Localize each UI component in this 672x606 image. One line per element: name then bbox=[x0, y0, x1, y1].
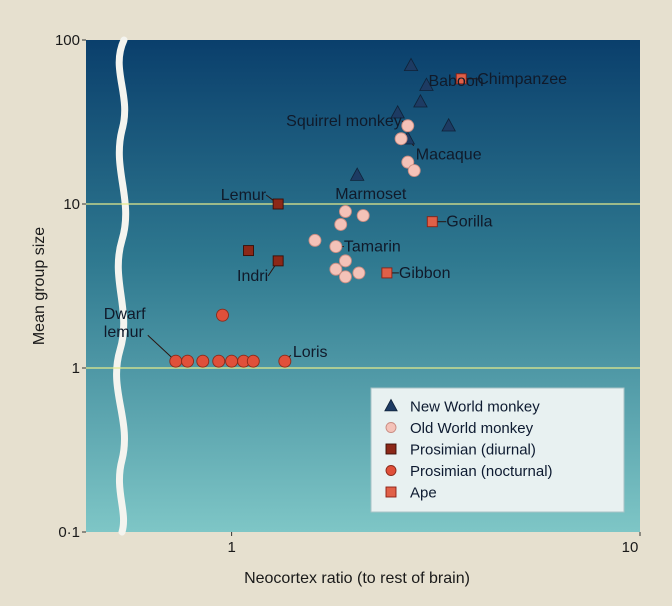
annotation-label: Indri bbox=[237, 268, 268, 285]
y-tick-label: 10 bbox=[63, 196, 80, 213]
data-point bbox=[246, 354, 260, 368]
annotation-label: Squirrel monkey bbox=[286, 113, 402, 130]
data-point bbox=[441, 117, 456, 132]
legend-label: New World monkey bbox=[410, 399, 540, 416]
data-point bbox=[339, 205, 352, 218]
data-point bbox=[381, 267, 393, 279]
y-tick-label: 100 bbox=[55, 32, 80, 49]
data-point bbox=[329, 240, 343, 254]
data-point bbox=[169, 354, 183, 368]
annotation-label: Marmoset bbox=[335, 186, 407, 203]
data-point bbox=[272, 198, 284, 210]
legend-marker bbox=[385, 486, 397, 498]
gridlines bbox=[86, 203, 640, 369]
annotation-label: Baboon bbox=[428, 73, 483, 90]
axis-break-wave bbox=[113, 36, 130, 536]
x-tick-label: 1 bbox=[227, 539, 235, 556]
y-tick-label: 1 bbox=[72, 360, 80, 377]
legend: New World monkey Old World monkey Prosimia… bbox=[370, 387, 625, 513]
legend-box bbox=[370, 387, 625, 513]
data-point bbox=[390, 104, 405, 119]
y-tick-label: 0·1 bbox=[58, 524, 80, 541]
data-point bbox=[407, 164, 421, 177]
data-point bbox=[419, 77, 434, 91]
annotation-label: Dwarf bbox=[104, 306, 146, 323]
data-point bbox=[394, 132, 408, 146]
annotation-label: Tamarin bbox=[344, 239, 401, 256]
data-point bbox=[308, 233, 322, 247]
data-point bbox=[413, 93, 428, 108]
legend-marker bbox=[385, 443, 397, 455]
data-point bbox=[196, 354, 210, 368]
annotation-label: Gorilla bbox=[446, 214, 492, 231]
data-point bbox=[401, 119, 415, 133]
data-point bbox=[181, 354, 194, 368]
annotation-label: Chimpanzee bbox=[477, 71, 567, 88]
legend-marker bbox=[384, 398, 398, 412]
data-point bbox=[216, 308, 229, 322]
annotation-label: Lemur bbox=[221, 187, 267, 204]
data-point bbox=[339, 270, 352, 284]
legend-marker bbox=[385, 422, 397, 433]
data-point bbox=[225, 354, 239, 368]
annotation-label: Gibbon bbox=[399, 265, 451, 282]
legend-label: Old World monkey bbox=[410, 420, 534, 437]
data-point bbox=[426, 216, 438, 228]
y-axis-label: Mean group size bbox=[31, 227, 48, 345]
data-point bbox=[356, 209, 370, 223]
annotation-label: lemur bbox=[104, 324, 145, 341]
legend-label: Ape bbox=[410, 485, 437, 502]
legend-label: Prosimian (nocturnal) bbox=[410, 463, 553, 480]
data-point bbox=[212, 354, 226, 368]
data-point bbox=[339, 254, 352, 268]
data-point bbox=[329, 262, 343, 276]
annotation-label: Macaque bbox=[416, 147, 482, 164]
annotation-label: Loris bbox=[293, 344, 328, 361]
data-point bbox=[243, 245, 254, 257]
legend-marker bbox=[385, 465, 397, 476]
data-point bbox=[349, 167, 365, 181]
data-point bbox=[352, 266, 366, 280]
data-points bbox=[169, 57, 467, 368]
data-point bbox=[403, 57, 419, 72]
data-point bbox=[272, 255, 284, 267]
x-axis-label: Neocortex ratio (to rest of brain) bbox=[244, 570, 470, 587]
axis-ticks: 0·1 1 10 100 1 10 bbox=[55, 32, 641, 556]
data-point bbox=[455, 73, 467, 85]
data-point bbox=[278, 354, 292, 368]
data-point bbox=[334, 218, 348, 231]
x-tick-label: 10 bbox=[622, 539, 639, 556]
legend-label: Prosimian (diurnal) bbox=[410, 442, 536, 459]
